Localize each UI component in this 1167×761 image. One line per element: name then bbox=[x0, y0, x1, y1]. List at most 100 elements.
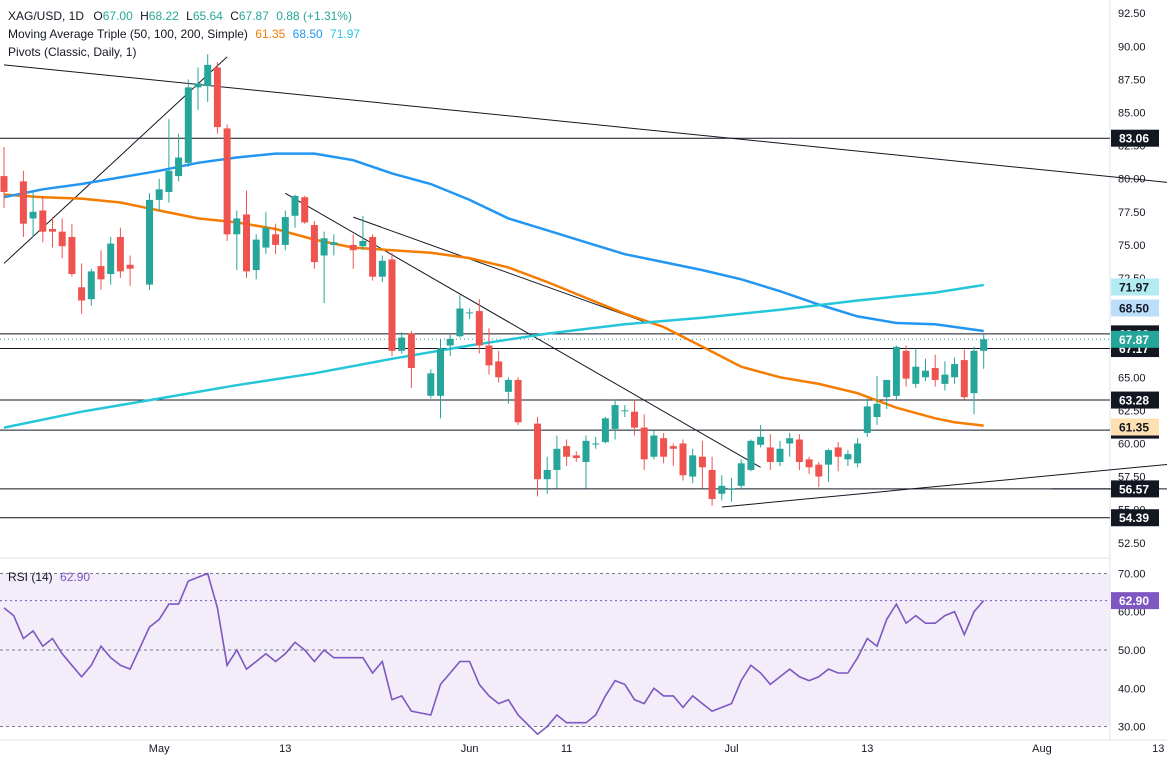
candle[interactable] bbox=[863, 398, 871, 437]
candle-body[interactable] bbox=[165, 170, 173, 192]
candle[interactable] bbox=[708, 456, 716, 506]
candle-body[interactable] bbox=[252, 239, 260, 271]
candle-body[interactable] bbox=[213, 67, 221, 128]
candle[interactable] bbox=[786, 432, 794, 457]
candle[interactable] bbox=[553, 435, 561, 489]
candle[interactable] bbox=[883, 379, 891, 410]
candle[interactable] bbox=[19, 170, 27, 237]
candle-body[interactable] bbox=[49, 229, 56, 232]
candle[interactable] bbox=[49, 217, 56, 248]
candle-body[interactable] bbox=[116, 236, 124, 272]
candle[interactable] bbox=[233, 210, 241, 271]
candle-body[interactable] bbox=[698, 456, 706, 468]
candle-body[interactable] bbox=[795, 439, 803, 463]
candle-body[interactable] bbox=[446, 338, 454, 346]
candle[interactable] bbox=[514, 377, 522, 425]
candle[interactable] bbox=[155, 178, 163, 211]
candle-body[interactable] bbox=[980, 339, 988, 351]
candle[interactable] bbox=[960, 349, 968, 400]
candle-body[interactable] bbox=[0, 176, 8, 192]
candle[interactable] bbox=[330, 234, 338, 256]
candle[interactable] bbox=[980, 334, 988, 369]
candle[interactable] bbox=[660, 432, 668, 464]
candle-body[interactable] bbox=[485, 345, 493, 366]
candle-body[interactable] bbox=[359, 240, 367, 247]
candle-body[interactable] bbox=[844, 454, 852, 460]
candle-body[interactable] bbox=[543, 469, 551, 480]
candle[interactable] bbox=[922, 358, 929, 382]
candle[interactable] bbox=[97, 250, 105, 290]
candle[interactable] bbox=[679, 439, 687, 481]
candle[interactable] bbox=[582, 435, 590, 489]
candle-body[interactable] bbox=[970, 350, 978, 394]
candle-body[interactable] bbox=[398, 337, 406, 351]
candle[interactable] bbox=[0, 146, 8, 208]
candle[interactable] bbox=[407, 330, 415, 388]
candle[interactable] bbox=[194, 67, 202, 110]
candle[interactable] bbox=[737, 459, 745, 490]
candle-body[interactable] bbox=[233, 218, 241, 235]
candle[interactable] bbox=[126, 255, 134, 286]
price-pane[interactable] bbox=[0, 0, 1110, 556]
candle-body[interactable] bbox=[679, 443, 687, 476]
candle[interactable] bbox=[310, 221, 318, 269]
candle-body[interactable] bbox=[204, 64, 212, 87]
candle[interactable] bbox=[815, 462, 823, 488]
candle[interactable] bbox=[805, 456, 813, 474]
candle[interactable] bbox=[728, 477, 735, 502]
candle[interactable] bbox=[621, 405, 629, 417]
candle-body[interactable] bbox=[834, 447, 842, 457]
candle-body[interactable] bbox=[931, 368, 939, 380]
candle-body[interactable] bbox=[87, 271, 95, 300]
candle[interactable] bbox=[475, 299, 483, 354]
candle-body[interactable] bbox=[650, 435, 658, 457]
candle-body[interactable] bbox=[689, 455, 697, 477]
candle[interactable] bbox=[437, 338, 444, 419]
candle[interactable] bbox=[669, 443, 677, 466]
candle[interactable] bbox=[941, 361, 949, 391]
candle[interactable] bbox=[892, 345, 900, 400]
candle[interactable] bbox=[39, 195, 47, 243]
candle-body[interactable] bbox=[728, 488, 735, 490]
candle-body[interactable] bbox=[369, 236, 377, 277]
candle[interactable] bbox=[534, 417, 541, 497]
candle-body[interactable] bbox=[58, 231, 66, 247]
candle[interactable] bbox=[757, 424, 765, 448]
candle-body[interactable] bbox=[786, 438, 794, 444]
candle-body[interactable] bbox=[184, 87, 192, 163]
candle-body[interactable] bbox=[427, 373, 435, 396]
candle[interactable] bbox=[601, 417, 609, 444]
candle[interactable] bbox=[873, 375, 881, 425]
candle-body[interactable] bbox=[97, 266, 105, 280]
candle-body[interactable] bbox=[388, 259, 396, 351]
candle-body[interactable] bbox=[175, 157, 183, 177]
candle-body[interactable] bbox=[611, 405, 619, 429]
candle-body[interactable] bbox=[757, 436, 765, 445]
candle[interactable] bbox=[78, 263, 86, 314]
candle[interactable] bbox=[543, 456, 551, 494]
candle[interactable] bbox=[456, 295, 464, 338]
candle-body[interactable] bbox=[466, 312, 474, 314]
candle[interactable] bbox=[854, 438, 862, 468]
candle[interactable] bbox=[951, 357, 959, 384]
candle-body[interactable] bbox=[902, 350, 910, 379]
candle-body[interactable] bbox=[19, 181, 27, 224]
candle[interactable] bbox=[58, 218, 66, 259]
candle-body[interactable] bbox=[747, 440, 755, 470]
candle-body[interactable] bbox=[146, 199, 153, 285]
candle[interactable] bbox=[378, 255, 386, 282]
candle[interactable] bbox=[272, 223, 280, 255]
candle-body[interactable] bbox=[572, 455, 580, 459]
candle[interactable] bbox=[931, 354, 939, 387]
candle-body[interactable] bbox=[291, 195, 299, 216]
candle-body[interactable] bbox=[310, 225, 318, 263]
candle-body[interactable] bbox=[39, 210, 47, 232]
candle[interactable] bbox=[349, 234, 357, 269]
candle[interactable] bbox=[970, 346, 978, 415]
candle-body[interactable] bbox=[437, 348, 444, 396]
candle[interactable] bbox=[766, 434, 774, 470]
candle-body[interactable] bbox=[737, 463, 745, 486]
candle[interactable] bbox=[504, 377, 512, 404]
candle[interactable] bbox=[795, 434, 803, 470]
candle-body[interactable] bbox=[669, 446, 677, 449]
